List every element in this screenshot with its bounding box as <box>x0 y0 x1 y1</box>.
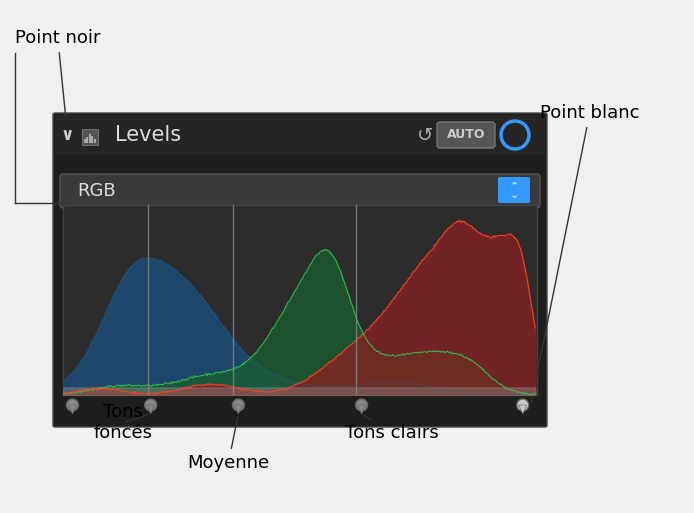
Text: Point noir: Point noir <box>15 29 101 117</box>
FancyBboxPatch shape <box>55 115 545 155</box>
Text: RGB: RGB <box>77 182 116 200</box>
FancyBboxPatch shape <box>82 129 98 145</box>
FancyBboxPatch shape <box>60 174 540 208</box>
Bar <box>84 140 86 143</box>
FancyBboxPatch shape <box>63 205 537 395</box>
Text: ↺: ↺ <box>417 126 433 145</box>
Circle shape <box>517 399 529 411</box>
Polygon shape <box>146 405 155 414</box>
Bar <box>89 134 91 143</box>
Text: ∨: ∨ <box>60 126 74 144</box>
Circle shape <box>67 399 78 411</box>
Circle shape <box>355 399 368 411</box>
Text: Tons
foncés: Tons foncés <box>93 403 152 442</box>
Circle shape <box>232 399 244 411</box>
Text: Levels: Levels <box>115 125 181 145</box>
Text: Tons clairs: Tons clairs <box>345 416 439 442</box>
FancyBboxPatch shape <box>498 177 530 203</box>
Polygon shape <box>519 405 527 414</box>
FancyBboxPatch shape <box>437 122 495 148</box>
FancyBboxPatch shape <box>53 113 547 427</box>
Text: AUTO: AUTO <box>447 128 485 142</box>
Text: Moyenne: Moyenne <box>187 417 269 472</box>
Polygon shape <box>235 405 242 414</box>
Polygon shape <box>357 405 366 414</box>
Polygon shape <box>69 405 76 414</box>
Text: ⌃
⌄: ⌃ ⌄ <box>509 181 518 200</box>
Bar <box>91 136 93 143</box>
Bar <box>86 136 88 143</box>
Bar <box>94 139 96 143</box>
Text: Point blanc: Point blanc <box>532 104 639 402</box>
Circle shape <box>144 399 157 411</box>
